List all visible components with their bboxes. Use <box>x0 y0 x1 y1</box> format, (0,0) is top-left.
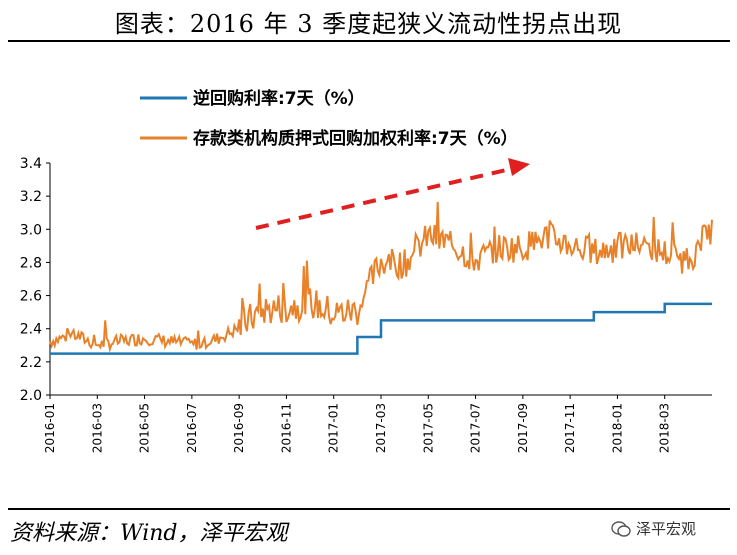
x-tick-label: 2016-03 <box>90 403 104 453</box>
y-tick-label: 3.4 <box>20 156 42 172</box>
y-tick-label: 2.8 <box>20 255 42 271</box>
x-tick-label: 2016-01 <box>43 403 57 453</box>
x-tick-label: 2016-11 <box>279 403 293 453</box>
x-tick-label: 2016-05 <box>138 403 152 453</box>
axes: 2.0 2.2 2.4 2.6 2.8 3.0 3.2 3.4 2016-01 2016-03 20… <box>20 156 712 453</box>
legend-label-repo: 逆回购利率:7天（%） <box>193 88 365 109</box>
chat-bubble-icon <box>611 520 631 537</box>
watermark: 泽平宏观 <box>611 518 696 539</box>
x-tick-label: 2017-03 <box>374 403 388 453</box>
legend-label-pledged: 存款类机构质押式回购加权利率:7天（%） <box>193 128 518 149</box>
x-tick-label: 2017-11 <box>563 403 577 453</box>
trend-arrow-shaft <box>255 166 516 230</box>
footer-rule <box>8 508 730 510</box>
x-tick-label: 2016-09 <box>232 403 246 453</box>
plot-area <box>49 201 713 355</box>
trend-arrow <box>255 158 530 230</box>
chart-title: 图表：2016 年 3 季度起狭义流动性拐点出现 <box>114 10 623 38</box>
x-tick-label: 2016-07 <box>185 403 199 453</box>
y-tick-label: 2.4 <box>20 322 42 338</box>
x-tick-label: 2018-03 <box>658 403 672 453</box>
x-tick-label: 2017-01 <box>327 403 341 453</box>
series-line-pledged-repo-rate <box>49 201 713 354</box>
y-tick-label: 3.0 <box>20 222 42 238</box>
source-note: 资料来源：Wind，泽平宏观 <box>10 521 288 546</box>
series-line-reverse-repo-rate <box>50 302 712 355</box>
y-tick-label: 3.2 <box>20 189 42 205</box>
watermark-label: 泽平宏观 <box>636 520 697 538</box>
x-tick-label: 2018-01 <box>610 403 624 453</box>
title-rule <box>8 40 730 42</box>
x-tick-label: 2017-07 <box>469 403 483 453</box>
x-tick-label: 2017-05 <box>421 403 435 453</box>
legend: 逆回购利率:7天（%） 存款类机构质押式回购加权利率:7天（%） <box>140 88 518 149</box>
y-tick-label: 2.2 <box>20 355 42 371</box>
y-tick-label: 2.6 <box>20 289 42 305</box>
chart-svg: 逆回购利率:7天（%） 存款类机构质押式回购加权利率:7天（%） 2.02.22… <box>20 88 713 453</box>
trend-arrow-head <box>508 158 530 176</box>
x-tick-label: 2017-09 <box>516 403 530 453</box>
y-tick-label: 2.0 <box>20 388 42 404</box>
